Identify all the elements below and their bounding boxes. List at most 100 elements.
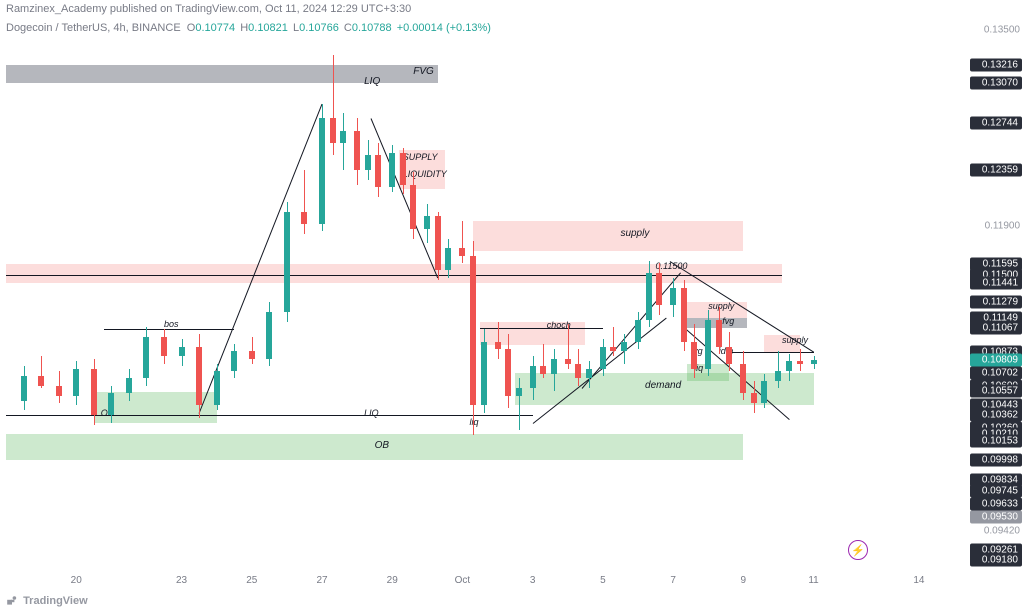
candle-body [551, 359, 557, 374]
candle-body [786, 361, 792, 371]
candle-body [621, 342, 627, 352]
candle-wick [778, 351, 779, 388]
candle-body [56, 386, 62, 396]
hline [104, 329, 234, 330]
alert-icon[interactable]: ⚡ [848, 540, 868, 560]
candle-body [73, 369, 79, 396]
chart-area[interactable]: Ramzinex_Academy published on TradingVie… [0, 0, 960, 575]
candle-body [375, 155, 381, 187]
x-tick: 29 [387, 575, 398, 586]
candle-body [161, 337, 167, 357]
candle-body [330, 118, 336, 143]
candle-body [435, 216, 441, 270]
candle-body [586, 369, 592, 379]
price-badge: 0.10153 [970, 434, 1022, 447]
hline [6, 415, 410, 416]
candle-body [126, 378, 132, 393]
candle-body [775, 371, 781, 381]
price-badge: 0.09633 [970, 498, 1022, 511]
y-tick: 0.13500 [984, 25, 1020, 36]
candle-body [670, 288, 676, 305]
candle-body [600, 347, 606, 369]
x-tick: 5 [600, 575, 606, 586]
candle-body [656, 273, 662, 305]
tradingview-logo-icon [6, 595, 18, 607]
candle-wick [613, 327, 614, 356]
candle-wick [304, 170, 305, 234]
candle-body [424, 216, 430, 228]
trendline [371, 119, 439, 279]
candle-body [400, 153, 406, 185]
candle-body [740, 364, 746, 393]
candle-wick [519, 378, 520, 430]
price-badge: 0.09745 [970, 484, 1022, 497]
candle-body [646, 273, 652, 320]
annotation-label: LIQ [364, 76, 380, 87]
price-badge: 0.09180 [970, 554, 1022, 567]
time-axis[interactable]: 2023252729Oct35791114 [0, 575, 960, 593]
price-badge: 0.13070 [970, 76, 1022, 89]
price-badge: 0.12359 [970, 163, 1022, 176]
candle-wick [462, 221, 463, 263]
zone-label: fvg [722, 316, 734, 326]
candle-body [214, 371, 220, 405]
price-badge: 0.09530 [970, 511, 1022, 524]
annotation-label: LIQUIDITY [403, 169, 447, 179]
price-badge: 0.11279 [970, 296, 1022, 309]
tradingview-watermark: TradingView [6, 595, 88, 607]
candle-body [445, 248, 451, 270]
candle-wick [800, 349, 801, 371]
candle-body [91, 369, 97, 416]
candle-wick [252, 337, 253, 364]
price-axis[interactable]: 0.135000.119000.094200.132160.130700.127… [960, 0, 1024, 575]
candle-body [575, 364, 581, 379]
candle-body [565, 359, 571, 364]
zone-label: supply [708, 301, 734, 311]
candle-body [301, 212, 307, 224]
x-tick: 20 [71, 575, 82, 586]
candle-body [459, 248, 465, 255]
annotation-label: bos [164, 319, 179, 329]
candle-body [761, 381, 767, 403]
candle-body [179, 347, 185, 357]
annotation-label: 0.11500 [656, 261, 688, 271]
price-badge: 0.10809 [970, 354, 1022, 367]
candle-body [38, 376, 44, 386]
candle-body [530, 366, 536, 388]
x-tick: Oct [455, 575, 471, 586]
x-tick: 11 [808, 575, 818, 586]
candle-body [610, 347, 616, 352]
candle-body [249, 351, 255, 358]
x-tick: 7 [670, 575, 676, 586]
candle-body [108, 393, 114, 415]
x-tick: 23 [176, 575, 187, 586]
candle-body [495, 342, 501, 349]
y-tick: 0.09420 [984, 525, 1020, 536]
annotation-label: LIQ [364, 408, 379, 418]
price-badge: 0.13216 [970, 58, 1022, 71]
price-badge: 0.11441 [970, 276, 1022, 289]
trendline [581, 273, 680, 389]
zone-label: supply [620, 228, 649, 239]
candle-body [231, 351, 237, 371]
x-tick: 14 [913, 575, 924, 586]
price-badge: 0.10362 [970, 408, 1022, 421]
hline [6, 275, 782, 276]
price-badge: 0.12744 [970, 116, 1022, 129]
candle-body [681, 288, 687, 342]
candle-body [319, 118, 325, 224]
candle-body [705, 320, 711, 369]
candle-body [516, 388, 522, 395]
candle-body [797, 361, 803, 363]
candle-body [691, 342, 697, 369]
zone-label: demand [645, 380, 681, 391]
candle-body [266, 312, 272, 359]
candle-body [365, 155, 371, 170]
candle-body [196, 347, 202, 406]
candle-body [726, 347, 732, 364]
candle-body [340, 131, 346, 143]
zone-label: OB [375, 440, 389, 451]
candle-body [284, 212, 290, 313]
plot-surface[interactable]: FVGSUPPLYsupplysupplyfvgsupplydemandOBOB… [0, 0, 960, 575]
candle-wick [498, 322, 499, 359]
